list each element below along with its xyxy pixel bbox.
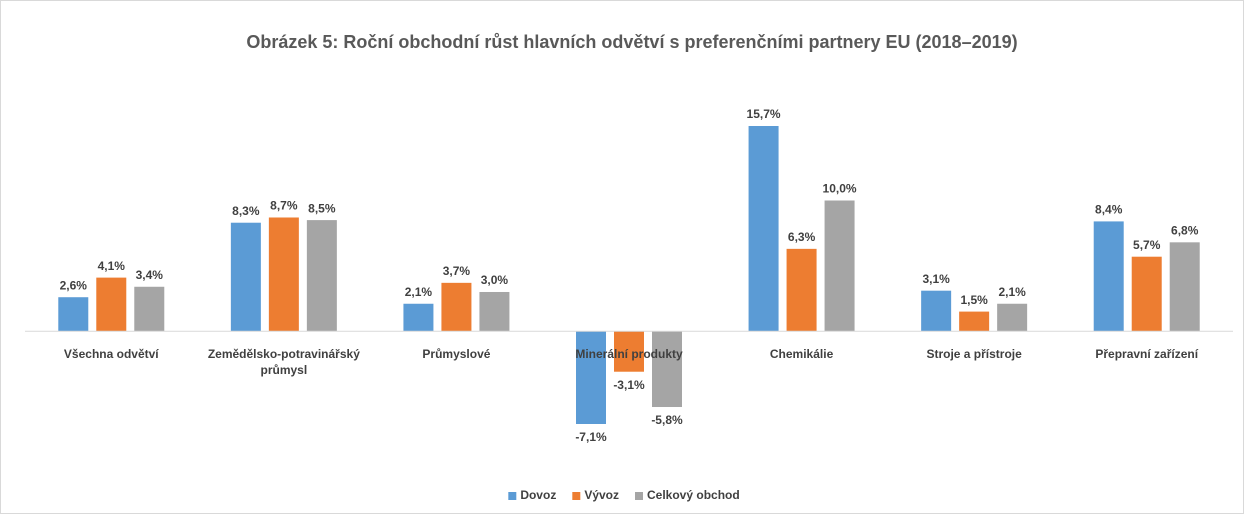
bar (786, 248, 817, 332)
data-label: 8,5% (308, 201, 336, 215)
data-label: 6,3% (788, 230, 816, 244)
bar (96, 277, 127, 332)
data-label: 3,1% (922, 272, 950, 286)
data-label: 1,5% (960, 293, 988, 307)
data-label: 15,7% (747, 107, 781, 121)
bar (1169, 242, 1200, 332)
legend-swatch (508, 492, 517, 500)
data-label: 8,7% (270, 199, 298, 213)
x-tick-label: Zemědělsko-potravinářský průmysl (207, 347, 360, 378)
data-label: -7,1% (575, 430, 607, 444)
bar (441, 282, 472, 332)
data-label: 2,6% (60, 278, 88, 292)
bar (1093, 221, 1124, 332)
x-tick-label: Stroje a přístroje (926, 347, 1022, 362)
data-label: 4,1% (98, 259, 126, 273)
x-tick-label: Minerální produkty (575, 347, 683, 362)
data-label: 8,3% (232, 204, 260, 218)
bar (306, 220, 337, 332)
legend-swatch (635, 492, 643, 500)
data-label: 3,0% (481, 273, 509, 287)
bar (58, 297, 89, 332)
bar (230, 222, 261, 332)
legend-swatch (572, 492, 581, 500)
data-label: 2,1% (405, 285, 433, 299)
bar (134, 286, 165, 332)
legend-label: Vývoz (584, 488, 619, 502)
bar (479, 291, 510, 332)
bar (748, 126, 779, 332)
x-tick-label: Průmyslové (422, 347, 491, 362)
bar (997, 303, 1028, 332)
data-label: -5,8% (651, 413, 683, 427)
data-label: -3,1% (613, 378, 645, 392)
bar (824, 200, 855, 332)
data-label: 2,1% (998, 285, 1026, 299)
bar (921, 290, 952, 332)
data-label: 3,7% (443, 264, 471, 278)
bar (614, 331, 644, 372)
data-label: 5,7% (1133, 238, 1161, 252)
legend-label: Celkový obchod (647, 488, 740, 502)
data-label: 8,4% (1095, 203, 1123, 217)
bar (652, 331, 682, 408)
data-label: 6,8% (1171, 223, 1199, 237)
data-label: 3,4% (136, 268, 164, 282)
x-tick-label: Všechna odvětví (63, 347, 159, 362)
bar (1131, 256, 1162, 332)
bar (959, 311, 990, 332)
bar (576, 331, 606, 424)
x-tick-label: Chemikálie (769, 347, 834, 362)
legend-label: Dovoz (520, 488, 556, 502)
bar (268, 217, 299, 332)
x-tick-label: Přepravní zařízení (1095, 347, 1199, 362)
data-label: 10,0% (823, 182, 857, 196)
bar (403, 303, 434, 332)
chart-title: Obrázek 5: Roční obchodní růst hlavních … (246, 32, 1017, 52)
